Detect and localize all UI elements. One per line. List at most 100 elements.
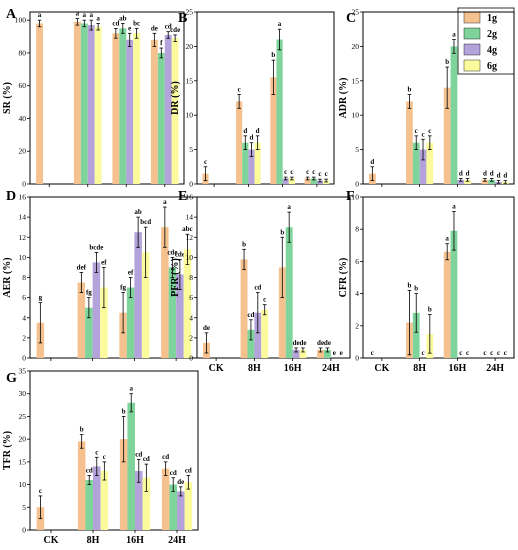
y-tick-label: 14 [186,213,194,222]
y-axis-label: PFR (%) [170,258,181,297]
significance-letter: cde [175,250,185,258]
x-tick-label: 8H [413,363,426,374]
significance-letter: c [483,349,486,357]
bar-4g-16H [134,232,142,358]
y-axis-label: DR (%) [170,81,181,115]
significance-letter: cd [135,451,142,459]
y-tick-label: 15 [186,76,194,85]
y-tick-label: 8 [22,273,26,282]
bar-2g-24H [323,349,331,358]
bar-1g-CK [36,23,44,184]
significance-letter: bcd [140,218,151,226]
bar-6g-8H [100,470,109,530]
plot-frame [196,196,351,359]
significance-letter: ef [101,258,107,266]
significance-letter: b [80,426,84,434]
significance-letter: a [452,202,456,210]
significance-letter: c [238,86,241,94]
significance-letter: g [39,294,43,302]
bar-6g-16H [288,178,295,184]
significance-letter: cd [247,311,254,319]
significance-letter: cd [112,19,119,27]
bar-2g-8H [80,23,88,184]
x-tick-label: 8H [248,363,261,374]
significance-letter: cd [170,469,177,477]
significance-letter: cd [86,466,93,474]
significance-letter: d [370,158,374,166]
significance-letter: c [39,487,42,495]
significance-letter: c [490,349,493,357]
significance-letter: b [280,228,284,236]
bar-2g-16H [450,230,458,358]
y-axis-label: CFR (%) [338,258,349,298]
bar-1g-24H [161,468,170,530]
significance-letter: a [76,10,80,18]
legend-swatch-1g [463,11,481,24]
bar-1g-8H [77,441,86,530]
legend: 1g 2g 4g 6g [457,7,515,75]
y-tick-label: 25 [186,8,194,17]
y-tick-label: 5 [189,145,193,154]
significance-letter: de [317,339,324,347]
panel-label-e: E [178,189,187,204]
significance-letter: a [452,31,456,39]
panel-label-a: A [6,7,17,22]
x-tick-label: 24H [168,535,186,546]
y-tick-label: 10 [186,111,194,120]
y-tick-label: 0 [189,354,193,363]
significance-letter: cd [162,453,169,461]
significance-letter: c [325,170,328,178]
bar-4g-8H [93,466,101,530]
bar-2g-8H [85,480,93,530]
bar-6g-16H [142,477,151,530]
significance-letter: a [83,11,87,19]
significance-letter: c [371,349,374,357]
bar-6g-16H [141,252,150,358]
significance-letter: a [129,385,133,393]
bar-4g-8H [87,25,95,184]
x-tick-label: CK [209,363,224,374]
significance-letter: b [242,240,246,248]
significance-letter: b [414,285,418,293]
significance-letter: b [428,306,432,314]
bar-1g-24H [161,227,169,358]
significance-letter: b [407,86,411,94]
y-axis-label: TFR (%) [2,431,13,470]
plot-frame [29,370,199,531]
bar-6g-8H [94,26,102,184]
y-tick-label: 12 [186,233,194,242]
significance-letter: b [445,58,449,66]
significance-letter: def [77,263,87,271]
significance-letter: c [306,168,309,176]
bar-1g-24H [304,178,311,184]
x-tick-label: 16H [284,363,302,374]
bar-2g-8H [242,142,249,184]
significance-letter: d [483,169,487,177]
significance-letter: cd [165,23,172,31]
y-tick-label: 2 [189,333,193,342]
significance-letter: c [497,349,500,357]
significance-letter: d [503,172,507,180]
bar-1g-16H [112,33,120,184]
legend-swatch-6g [463,59,481,72]
y-tick-label: 25 [19,412,27,421]
bar-4g-8H [419,149,427,184]
significance-letter: a [287,203,291,211]
legend-item-2g: 2g [463,27,497,40]
y-tick-label: 40 [19,114,27,123]
bar-4g-8H [248,149,255,184]
bar-1g-8H [240,259,248,358]
significance-letter: de [203,324,210,332]
bar-1g-16H [443,251,451,358]
y-tick-label: 100 [15,16,27,25]
panel-label-c: C [346,11,356,26]
y-tick-label: 12 [19,233,27,242]
bar-6g-8H [261,309,269,358]
y-tick-label: 10 [352,193,360,202]
